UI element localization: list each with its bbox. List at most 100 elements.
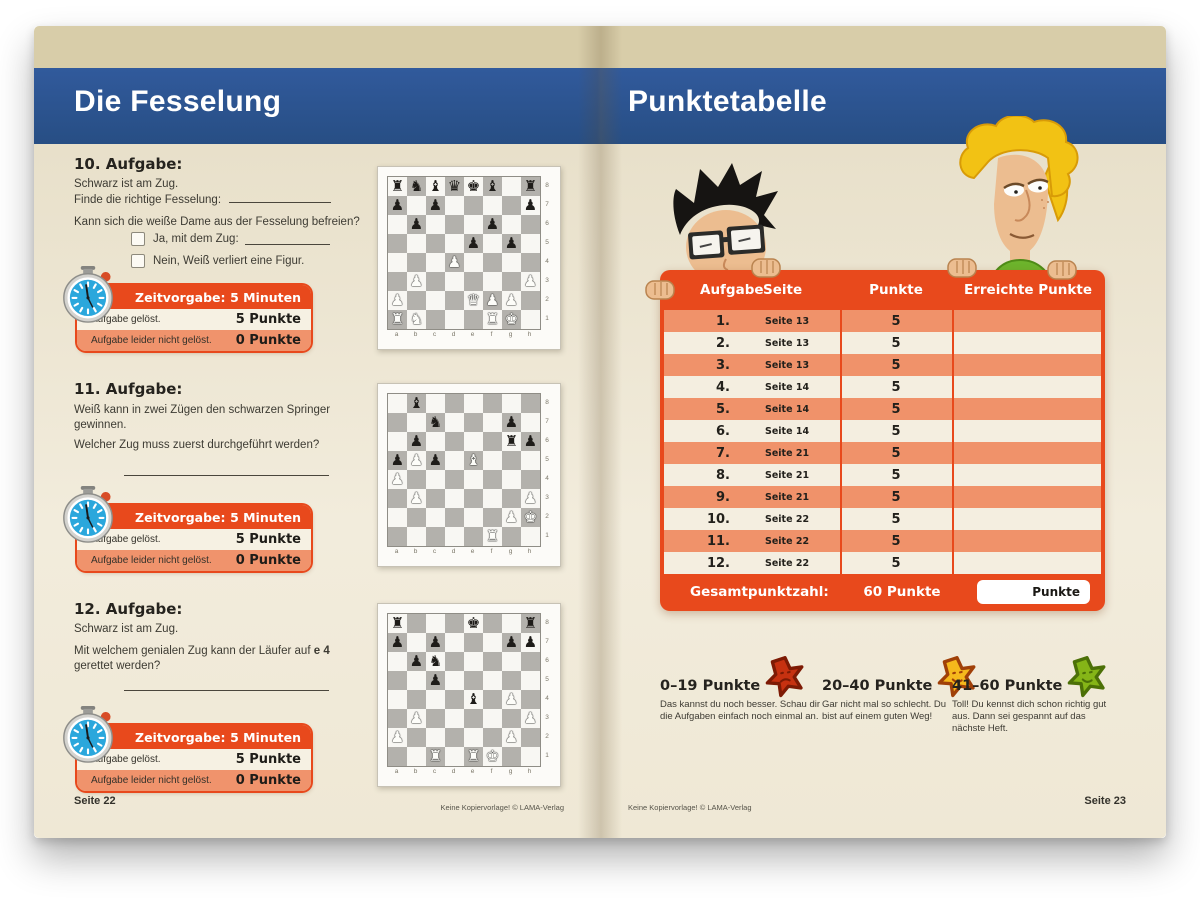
file-label: b [413,768,418,775]
cell-seite: Seite 22 [765,535,810,547]
cell-punkte: 5 [891,357,901,373]
file-label: b [413,331,418,338]
answer-blank[interactable] [229,192,332,203]
board-square: ♟ [483,291,502,310]
boy-character-illustration [673,163,778,284]
zeitvorgabe-label: Zeitvorgabe: [135,289,226,305]
cell-aufgabe: 9. [716,489,730,505]
file-label: e [470,768,475,775]
punkte-entry-box[interactable]: Punkte [977,580,1090,604]
cell-seite: Seite 22 [765,557,810,569]
file-label: f [490,768,493,775]
cell-erreichte-punkte[interactable] [952,530,1101,552]
board-square [483,671,502,690]
board-square: ♟ [426,633,445,652]
board-square [483,728,502,747]
board-square [445,527,464,546]
cell-aufgabe: 10. [706,511,730,527]
board-square: ♞ [426,652,445,671]
rank-labels: 8 7 6 5 4 3 2 1 [541,176,553,328]
file-label: f [490,548,493,555]
rank-label: 6 [545,220,549,227]
board-square [426,215,445,234]
board-square [426,234,445,253]
board-square [407,690,426,709]
checkbox-nein[interactable] [131,254,145,268]
legend-range: 41–60 Punkte [952,678,1063,694]
stopwatch-icon [63,486,113,543]
file-label: d [451,331,456,338]
option-ja-row: Ja, mit dem Zug: [131,232,330,246]
cell-erreichte-punkte[interactable] [952,310,1101,332]
cell-erreichte-punkte[interactable] [952,376,1101,398]
cell-seite: Seite 21 [765,469,810,481]
cell-erreichte-punkte[interactable] [952,398,1101,420]
legend-item-mid: 20–40 Punkte Gar nicht mal so schlecht. … [822,656,976,723]
board-square [502,253,521,272]
board-square [483,432,502,451]
unsolved-label: Aufgabe leider nicht gelöst. [91,775,212,786]
board-square: ♟ [521,196,540,215]
board-square: ♜ [521,614,540,633]
board-square [502,470,521,489]
rank-label: 5 [545,239,549,246]
board-square [445,614,464,633]
board-square: ♟ [388,451,407,470]
cell-erreichte-punkte[interactable] [952,464,1101,486]
gesamtpunktzahl-value: 60 Punkte [863,584,941,600]
board-square [426,527,445,546]
cell-erreichte-punkte[interactable] [952,354,1101,376]
file-labels: a b c d e f g h [387,331,539,338]
board-square: ♟ [521,709,540,728]
board-square [445,489,464,508]
file-label: c [432,548,437,555]
board-square [445,747,464,766]
board-square: ♝ [483,177,502,196]
header-punkte: Punkte [869,282,923,298]
board-square [388,272,407,291]
score-row: 11. Seite 22 5 [664,530,1101,552]
board-square [483,253,502,272]
board-square [426,272,445,291]
board-square [445,291,464,310]
legend-text: Gar nicht mal so schlecht. Du bist auf e… [822,699,947,722]
chess-grid: ♝ ♞ ♟ ♟ ♜ ♟ ♟ ♟ ♟ ♝ ♟ ♟ ♟ ♟ ♚ ♜ [387,393,541,547]
board-square [407,234,426,253]
cell-erreichte-punkte[interactable] [952,508,1101,530]
answer-blank[interactable] [124,676,329,691]
cell-aufgabe: 2. [716,335,730,351]
board-square [445,470,464,489]
checkbox-ja[interactable] [131,232,145,246]
board-square [445,215,464,234]
answer-blank[interactable] [124,461,329,476]
cell-erreichte-punkte[interactable] [952,442,1101,464]
solved-label: Aufgabe gelöst. [91,534,161,545]
cell-punkte: 5 [891,401,901,417]
cell-erreichte-punkte[interactable] [952,552,1101,574]
zeitvorgabe-value: 5 Minuten [230,289,301,305]
score-row: 6. Seite 14 5 [664,420,1101,442]
cell-aufgabe: 6. [716,423,730,439]
column-divider [840,310,842,574]
exercise-10-question: Kann sich die weiße Dame aus der Fesselu… [74,216,360,228]
board-square [502,527,521,546]
board-square [483,489,502,508]
cell-erreichte-punkte[interactable] [952,420,1101,442]
workbook-spread: Die Fesselung 10. Aufgabe: Schwarz ist a… [34,26,1166,838]
cell-erreichte-punkte[interactable] [952,486,1101,508]
board-square [426,310,445,329]
page-number: Seite 23 [1084,795,1126,807]
board-square: ♟ [388,470,407,489]
cell-aufgabe: 4. [716,379,730,395]
rank-label: 8 [545,619,549,626]
board-square [464,196,483,215]
board-square [445,394,464,413]
rank-labels: 8 7 6 5 4 3 2 1 [541,613,553,765]
rank-label: 7 [545,201,549,208]
cell-erreichte-punkte[interactable] [952,332,1101,354]
board-square: ♞ [407,177,426,196]
board-square [483,413,502,432]
answer-blank[interactable] [244,234,330,245]
exercise-12-question: Mit welchem genialen Zug kann der Läufer… [74,644,356,673]
